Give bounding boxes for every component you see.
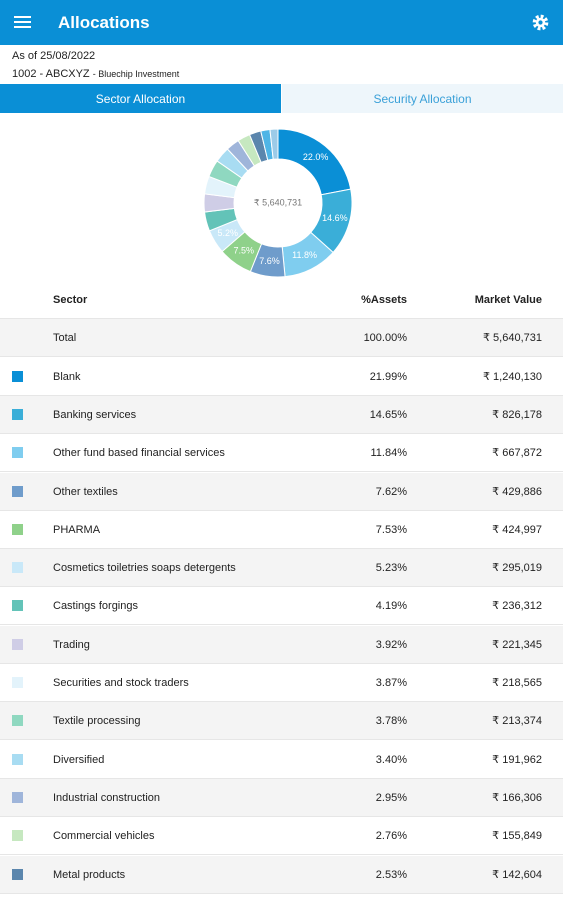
color-swatch xyxy=(12,562,23,574)
slice-label: 22.0% xyxy=(303,152,329,162)
cell: Other fund based financial services xyxy=(53,447,225,460)
cell: 4.19% xyxy=(375,600,407,613)
table-row: Blank 21.99% ₹ 1,240,130 xyxy=(0,357,563,396)
cell: 2.76% xyxy=(375,830,407,843)
cell: ₹ 424,997 xyxy=(492,523,542,536)
slice-label: 5.2% xyxy=(217,228,238,238)
cell: PHARMA xyxy=(53,523,101,536)
cell: 2.53% xyxy=(375,868,407,881)
table-row: PHARMA 7.53% ₹ 424,997 xyxy=(0,510,563,549)
column-header: %Assets xyxy=(361,294,407,306)
cell: ₹ 218,565 xyxy=(492,677,542,689)
cell: ₹ 191,962 xyxy=(492,753,542,766)
cell: ₹ 5,640,731 xyxy=(483,332,542,345)
cell: ₹ 826,178 xyxy=(492,408,542,421)
cell: ₹ 142,604 xyxy=(492,868,542,881)
cell: 21.99% xyxy=(369,370,407,383)
cell: 5.23% xyxy=(375,562,407,575)
table-row: Cosmetics toiletries soaps detergents 5.2… xyxy=(0,549,563,588)
table-row: Other fund based financial services 11.84… xyxy=(0,434,563,473)
color-swatch xyxy=(12,638,23,650)
slice-label: 14.6% xyxy=(322,213,348,223)
table-row: Securities and stock traders 3.87% ₹ 218,5… xyxy=(0,664,563,702)
account-id: 1002 - ABCXYZ xyxy=(12,68,90,80)
cell: ₹ 166,306 xyxy=(492,791,542,804)
table-row: Diversified 3.40% ₹ 191,962 xyxy=(0,740,563,779)
cell: 3.78% xyxy=(375,715,407,728)
cell: 2.95% xyxy=(375,791,407,804)
cell: Other textiles xyxy=(53,485,118,498)
menu-icon[interactable] xyxy=(14,15,32,30)
donut-chart: ₹ 5,640,731 22.0% 14.6% 11.8% 7.6% 7.5% 5.2% xyxy=(203,128,353,278)
table-row: Metal products 2.53% ₹ 142,604 xyxy=(0,855,563,894)
slice-label: 7.6% xyxy=(259,256,280,266)
table-row: Other textiles 7.62% ₹ 429,886 xyxy=(0,472,563,511)
cell: ₹ 155,849 xyxy=(492,830,542,843)
cell: Textile processing xyxy=(53,715,141,728)
color-swatch xyxy=(12,600,23,612)
color-swatch xyxy=(12,753,23,765)
cell: 3.92% xyxy=(375,638,407,651)
color-swatch xyxy=(12,485,23,497)
cell: ₹ 295,019 xyxy=(492,562,542,575)
cell: 7.53% xyxy=(375,523,407,536)
color-swatch xyxy=(12,370,23,382)
cell: Commercial vehicles xyxy=(53,830,155,843)
account-name: - Bluechip Investment xyxy=(92,69,180,79)
cell: Metal products xyxy=(53,868,126,881)
cell: ₹ 667,872 xyxy=(492,447,542,460)
cell: 3.40% xyxy=(375,753,407,766)
color-swatch xyxy=(12,447,23,459)
color-swatch xyxy=(12,791,23,803)
account: 1002 - ABCXYZ - Bluechip Investment xyxy=(12,68,179,80)
table-row: Commercial vehicles 2.76% ₹ 155,849 xyxy=(0,817,563,856)
column-header: Market Value xyxy=(474,294,542,306)
table-row: Textile processing 3.78% ₹ 213,374 xyxy=(0,702,563,741)
cell: ₹ 221,345 xyxy=(492,638,542,651)
tab-active[interactable]: Sector Allocation xyxy=(0,84,281,113)
table-row: Trading 3.92% ₹ 221,345 xyxy=(0,625,563,664)
cell: ₹ 236,312 xyxy=(492,600,542,613)
slice xyxy=(269,128,279,160)
cell: 3.87% xyxy=(375,677,407,689)
table-row: Banking services 14.65% ₹ 826,178 xyxy=(0,395,563,434)
color-swatch xyxy=(12,408,23,420)
cell: Banking services xyxy=(53,408,137,421)
color-swatch xyxy=(12,830,23,842)
slice-label: 11.8% xyxy=(292,250,317,260)
cell: ₹ 429,886 xyxy=(492,485,542,498)
as-of-date: As of 25/08/2022 xyxy=(12,50,96,62)
cell: Castings forgings xyxy=(53,600,138,613)
slice-label: 7.5% xyxy=(233,245,254,255)
cell: ₹ 1,240,130 xyxy=(483,370,542,383)
cell: 7.62% xyxy=(375,485,407,498)
table-row: Industrial construction 2.95% ₹ 166,306 xyxy=(0,778,563,817)
table-row: Castings forgings 4.19% ₹ 236,312 xyxy=(0,587,563,626)
cell: Trading xyxy=(53,638,90,651)
total-row: Total 100.00% ₹ 5,640,731 xyxy=(0,319,563,358)
cell: Blank xyxy=(53,370,81,383)
cell: 100.00% xyxy=(363,332,407,345)
color-swatch xyxy=(12,523,23,535)
cell: Industrial construction xyxy=(53,791,160,804)
cell: 14.65% xyxy=(369,408,407,421)
cell: Total xyxy=(53,332,77,345)
cell: Cosmetics toiletries soaps detergents xyxy=(53,562,236,575)
app-title: Allocations xyxy=(58,13,150,32)
table-header: Sector %Assets Market Value xyxy=(0,281,563,319)
cell: 11.84% xyxy=(370,447,408,460)
cell: Securities and stock traders xyxy=(53,677,189,689)
column-header: Sector xyxy=(53,294,88,306)
color-swatch xyxy=(12,868,23,880)
color-swatch xyxy=(12,715,23,727)
color-swatch xyxy=(12,677,23,688)
settings-icon[interactable] xyxy=(531,13,550,32)
center-label: ₹ 5,640,731 xyxy=(254,197,302,207)
app-bar: Allocations xyxy=(0,0,563,45)
cell: ₹ 213,374 xyxy=(492,715,542,728)
cell: Diversified xyxy=(53,753,105,766)
tab[interactable]: Security Allocation xyxy=(282,84,563,113)
